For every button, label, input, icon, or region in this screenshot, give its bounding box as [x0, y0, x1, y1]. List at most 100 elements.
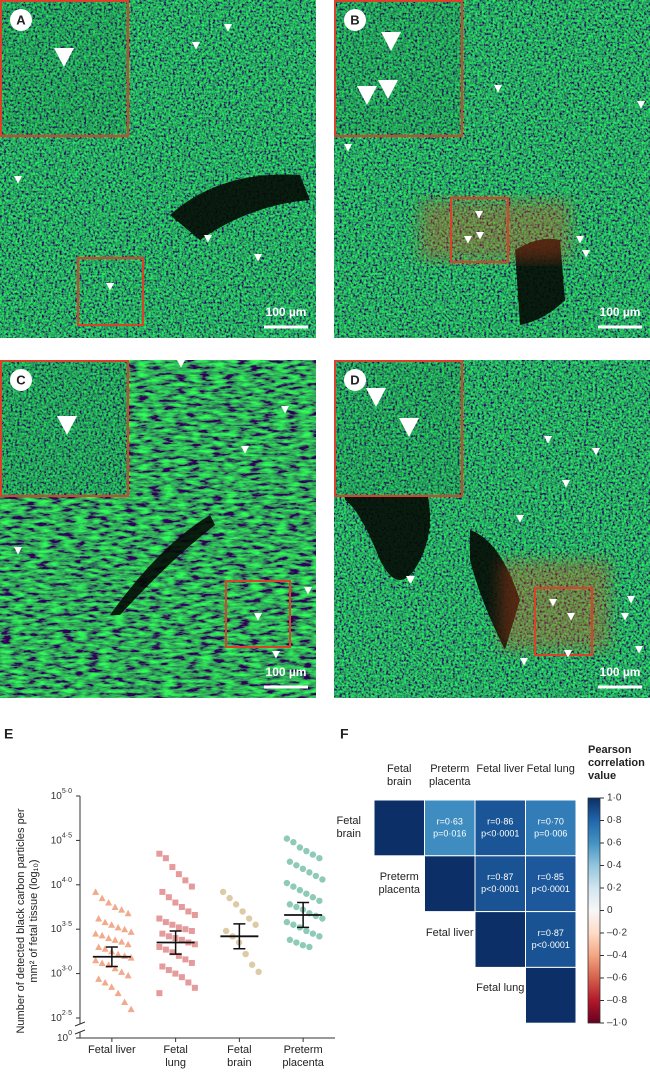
r-label: r=0·70 [538, 816, 564, 826]
data-point [105, 934, 113, 942]
y-tick-label: 105·0 [51, 788, 72, 802]
row-label: Preterm placenta [378, 870, 421, 896]
data-point [175, 924, 182, 931]
data-point [118, 906, 126, 913]
p-label: p=0·016 [433, 828, 466, 838]
data-point [111, 903, 119, 910]
panel-letter: D [350, 372, 359, 387]
arrowhead [621, 613, 629, 621]
panel-letter: F [340, 726, 349, 742]
tissue-void [110, 515, 215, 615]
y-tick-base: 10 [51, 924, 63, 935]
data-point [252, 921, 259, 928]
error-bar [169, 930, 182, 955]
data-point [156, 943, 163, 950]
data-point [242, 950, 249, 958]
data-point [95, 975, 103, 982]
data-point [286, 901, 294, 908]
arrowhead [627, 596, 635, 604]
red-signal [500, 560, 610, 650]
red-signal [420, 200, 570, 260]
data-point [156, 915, 163, 922]
panel-letter: B [350, 12, 359, 27]
data-point [105, 899, 113, 906]
error-bar [297, 901, 310, 929]
arrowhead [464, 236, 472, 244]
colorbar-tick-label: –0·4 [607, 950, 627, 961]
data-point [316, 897, 323, 904]
zoom-box [534, 587, 593, 656]
error-bar [233, 923, 246, 950]
y-tick-label: 103·0 [51, 965, 72, 979]
arrowhead [254, 254, 262, 262]
data-point [101, 945, 109, 952]
data-point [95, 915, 103, 922]
data-point [306, 943, 313, 951]
data-point [175, 871, 182, 878]
data-point [114, 989, 122, 997]
tissue-void [170, 174, 310, 240]
data-point [165, 967, 172, 974]
scale-bar-label: 100 µm [266, 305, 307, 319]
data-point [188, 959, 195, 966]
data-point [124, 940, 132, 948]
data-point [159, 963, 166, 970]
data-point [286, 936, 294, 944]
data-point [309, 930, 317, 937]
data-point [114, 923, 122, 931]
p-label: p<0·0001 [481, 828, 519, 838]
arrowhead [494, 85, 502, 93]
data-point [169, 921, 176, 928]
data-point [185, 908, 192, 915]
data-point [159, 888, 166, 895]
data-point [101, 978, 109, 986]
data-point [283, 879, 291, 887]
data-point [162, 946, 169, 953]
x-tick-label: Preterm placenta [282, 1044, 324, 1069]
data-point [290, 883, 297, 890]
y-tick-exponent: 3·0 [62, 965, 72, 972]
y-tick-exponent: 3·5 [62, 921, 72, 928]
arrowhead [204, 235, 212, 243]
arrowhead [14, 547, 22, 555]
data-point [182, 956, 189, 963]
data-point [124, 909, 132, 917]
colorbar-tick-label: –0·2 [607, 928, 627, 939]
data-point [290, 921, 297, 928]
data-point [111, 936, 119, 943]
data-point [188, 927, 195, 934]
micrograph-panel: D 100 µm [334, 360, 650, 698]
data-point [92, 956, 100, 964]
data-point [118, 938, 126, 945]
data-point [159, 930, 166, 937]
arrowhead [567, 613, 575, 621]
colorbar-tick-label: 1·0 [607, 793, 622, 804]
arrowhead-large [399, 418, 419, 437]
colorbar-tick-label: 0·8 [607, 815, 622, 826]
panel-letter: E [4, 726, 13, 742]
arrowhead [224, 24, 232, 32]
colorbar-tick-label: –0·6 [607, 973, 627, 984]
scale-bar-label: 100 µm [600, 305, 641, 319]
column-label: Preterm placenta [428, 763, 471, 788]
y-tick-base: 10 [51, 1013, 63, 1024]
data-point [299, 941, 307, 949]
r-label: r=0·87 [538, 928, 564, 938]
arrowhead-large [366, 388, 386, 407]
data-point [296, 844, 304, 851]
y-tick-label: 102·5 [51, 1010, 72, 1024]
y-tick-label: 100 [57, 1030, 72, 1044]
heatmap-cell [525, 966, 577, 1024]
arrowhead [576, 236, 584, 244]
arrowhead [241, 446, 249, 454]
data-point [296, 886, 304, 894]
data-point [283, 835, 291, 842]
data-point [312, 872, 320, 880]
y-tick-exponent: 0 [68, 1030, 72, 1037]
y-tick-base: 10 [51, 835, 63, 846]
arrowhead [516, 515, 524, 523]
y-tick-base: 10 [57, 1033, 69, 1044]
x-tick-label: Fetal liver [88, 1044, 136, 1056]
